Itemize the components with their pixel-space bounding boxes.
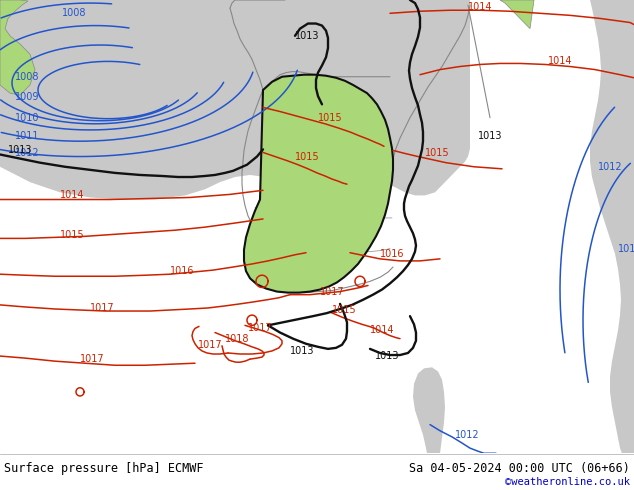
Text: 1016: 1016 [170,266,195,276]
Text: 1014: 1014 [370,325,394,336]
Text: 1011: 1011 [618,244,634,254]
Text: 1017: 1017 [320,287,345,296]
Text: 1015: 1015 [295,151,320,162]
Text: 1011: 1011 [15,131,39,141]
Polygon shape [244,74,393,293]
Text: 1010: 1010 [15,113,39,122]
Text: 1016: 1016 [380,249,404,259]
Text: Surface pressure [hPa] ECMWF: Surface pressure [hPa] ECMWF [4,463,204,475]
Text: 1017: 1017 [90,303,115,313]
Polygon shape [390,0,463,101]
Text: 1014: 1014 [60,191,84,200]
Polygon shape [413,368,445,453]
Text: 1012: 1012 [598,162,623,172]
Polygon shape [500,0,534,28]
Text: ©weatheronline.co.uk: ©weatheronline.co.uk [505,477,630,487]
Text: 1015: 1015 [60,230,84,240]
Text: 1013: 1013 [478,131,503,141]
Text: 1017: 1017 [80,354,105,364]
Text: 1015: 1015 [332,305,356,315]
Text: 1013: 1013 [290,346,314,356]
Text: 1009: 1009 [15,92,39,102]
Text: 1017: 1017 [198,340,223,350]
Text: 1015: 1015 [318,113,342,122]
Text: 1008: 1008 [15,72,39,82]
Polygon shape [0,0,35,95]
Text: 1015: 1015 [425,148,450,158]
Polygon shape [590,0,634,453]
Text: 1013: 1013 [8,146,32,155]
Text: 1012: 1012 [455,430,480,440]
Text: 1014: 1014 [468,2,493,12]
Text: 1008: 1008 [62,8,86,18]
Polygon shape [0,0,470,199]
Text: 1014: 1014 [548,56,573,66]
Text: 1013: 1013 [295,31,320,41]
Text: 1017: 1017 [248,323,273,333]
Text: Sa 04-05-2024 00:00 UTC (06+66): Sa 04-05-2024 00:00 UTC (06+66) [409,463,630,475]
Text: 1013: 1013 [375,351,399,361]
Text: 1018: 1018 [225,334,250,343]
Text: 1012: 1012 [15,148,39,158]
